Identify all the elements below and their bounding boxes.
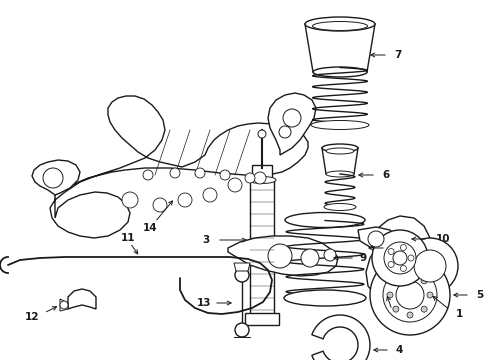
Circle shape	[203, 188, 217, 202]
Ellipse shape	[326, 148, 354, 154]
Circle shape	[279, 126, 291, 138]
Circle shape	[407, 312, 413, 318]
Ellipse shape	[285, 212, 365, 228]
Circle shape	[60, 301, 68, 309]
Text: 10: 10	[436, 234, 450, 244]
Polygon shape	[32, 160, 80, 195]
Text: 13: 13	[197, 298, 211, 308]
Ellipse shape	[305, 17, 375, 31]
Text: 9: 9	[359, 253, 366, 263]
Circle shape	[283, 109, 301, 127]
Text: 3: 3	[203, 235, 210, 245]
Circle shape	[245, 173, 255, 183]
Circle shape	[43, 168, 63, 188]
Circle shape	[195, 168, 205, 178]
Circle shape	[372, 230, 428, 286]
Circle shape	[427, 292, 433, 298]
Circle shape	[393, 278, 399, 284]
Circle shape	[268, 244, 292, 268]
Text: 2: 2	[384, 313, 392, 323]
Polygon shape	[228, 236, 338, 276]
Circle shape	[383, 268, 437, 322]
Circle shape	[387, 292, 393, 298]
Text: 8: 8	[392, 243, 399, 253]
Polygon shape	[252, 165, 272, 180]
Circle shape	[388, 248, 394, 255]
Polygon shape	[358, 227, 396, 249]
Circle shape	[400, 265, 406, 271]
Circle shape	[408, 255, 414, 261]
Ellipse shape	[311, 121, 369, 130]
Circle shape	[421, 306, 427, 312]
Text: 6: 6	[382, 170, 389, 180]
Polygon shape	[68, 289, 96, 309]
Circle shape	[393, 306, 399, 312]
Ellipse shape	[313, 22, 368, 31]
Polygon shape	[250, 180, 274, 315]
Polygon shape	[268, 93, 316, 155]
Circle shape	[220, 170, 230, 180]
Circle shape	[178, 193, 192, 207]
Text: 5: 5	[476, 290, 483, 300]
Polygon shape	[50, 96, 308, 238]
Ellipse shape	[324, 203, 356, 211]
Circle shape	[254, 172, 266, 184]
Circle shape	[143, 170, 153, 180]
Circle shape	[324, 249, 336, 261]
Ellipse shape	[326, 171, 354, 177]
Circle shape	[170, 168, 180, 178]
Circle shape	[393, 251, 407, 265]
Text: 12: 12	[25, 312, 39, 322]
Circle shape	[414, 250, 446, 282]
Polygon shape	[245, 313, 279, 325]
Polygon shape	[234, 263, 250, 271]
Ellipse shape	[322, 144, 358, 152]
Circle shape	[228, 178, 242, 192]
Circle shape	[421, 278, 427, 284]
Polygon shape	[366, 216, 432, 300]
Circle shape	[388, 261, 394, 267]
Circle shape	[235, 323, 249, 337]
Polygon shape	[312, 315, 370, 360]
Circle shape	[407, 272, 413, 278]
Text: 7: 7	[394, 50, 401, 60]
Ellipse shape	[284, 290, 366, 306]
Circle shape	[396, 281, 424, 309]
Circle shape	[122, 192, 138, 208]
Circle shape	[153, 198, 167, 212]
Circle shape	[370, 255, 450, 335]
Polygon shape	[60, 299, 68, 311]
Circle shape	[258, 130, 266, 138]
Circle shape	[402, 238, 458, 294]
Ellipse shape	[313, 67, 367, 77]
Text: 11: 11	[121, 233, 135, 243]
Circle shape	[301, 249, 319, 267]
Text: 4: 4	[396, 345, 403, 355]
Text: 14: 14	[143, 223, 157, 233]
Circle shape	[400, 244, 406, 251]
Circle shape	[235, 268, 249, 282]
Text: 1: 1	[456, 309, 463, 319]
Ellipse shape	[248, 176, 276, 184]
Circle shape	[384, 242, 416, 274]
Circle shape	[368, 231, 384, 247]
